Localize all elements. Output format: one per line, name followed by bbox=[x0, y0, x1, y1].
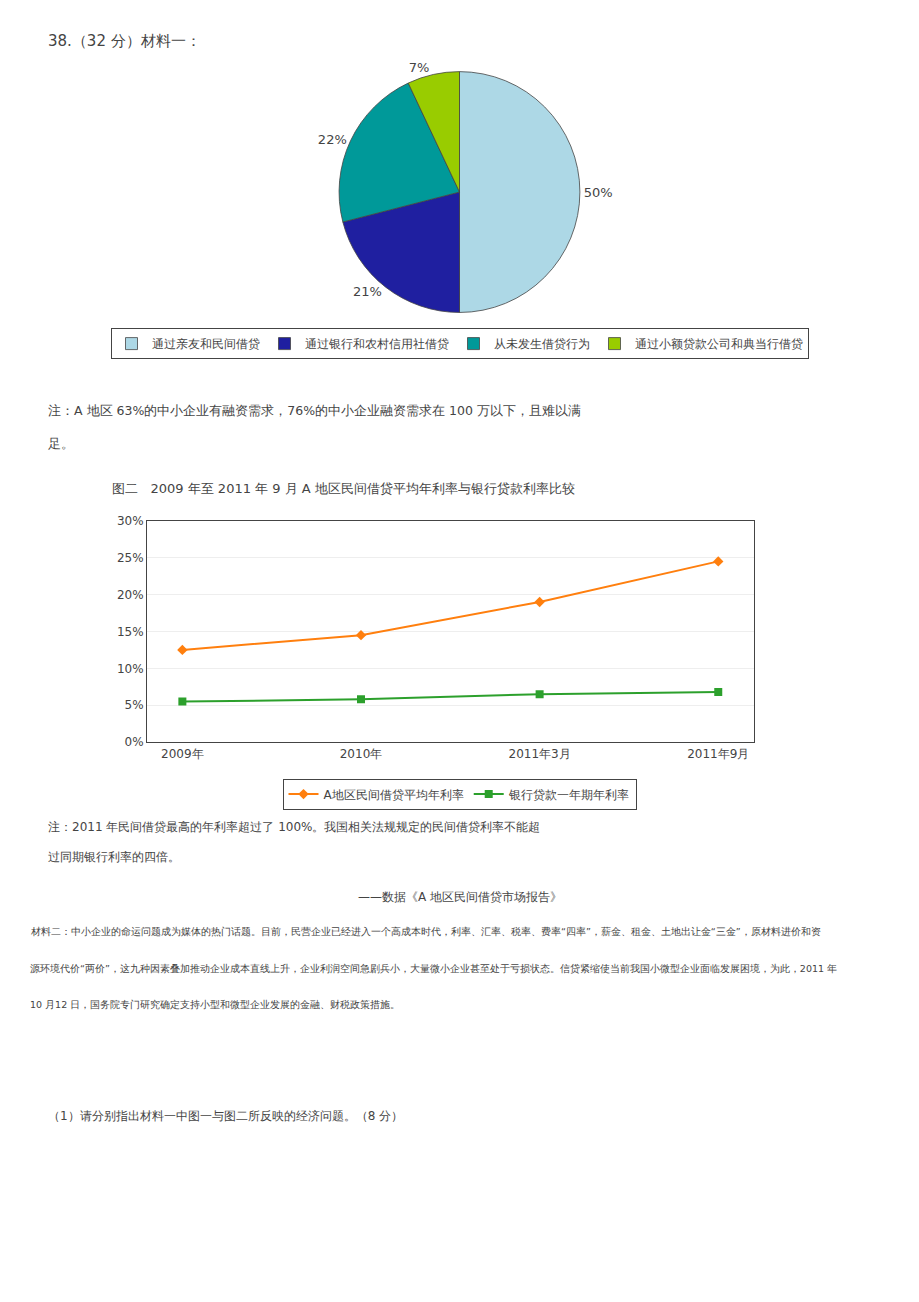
svg-text:通过银行和农村信用社借贷: 通过银行和农村信用社借贷 bbox=[305, 337, 449, 351]
svg-text:5%: 5% bbox=[125, 698, 144, 712]
svg-text:15%: 15% bbox=[117, 625, 144, 639]
svg-text:38.（32 分）材料一：: 38.（32 分）材料一： bbox=[48, 32, 201, 50]
svg-text:A地区民间借贷平均年利率: A地区民间借贷平均年利率 bbox=[324, 788, 464, 802]
svg-text:通过小额贷款公司和典当行借贷: 通过小额贷款公司和典当行借贷 bbox=[635, 337, 803, 351]
svg-text:材料二：中小企业的命运问题成为媒体的热门话题。目前，民营企业: 材料二：中小企业的命运问题成为媒体的热门话题。目前，民营企业已经进入一个高成本时… bbox=[30, 926, 821, 937]
svg-text:源环境代价“两价”，这九种因素叠加推动企业成本直线上升，企业: 源环境代价“两价”，这九种因素叠加推动企业成本直线上升，企业利润空间急剧兵小，大… bbox=[30, 963, 837, 974]
svg-text:（1）请分别指出材料一中图一与图二所反映的经济问题。（8 分: （1）请分别指出材料一中图一与图二所反映的经济问题。（8 分） bbox=[48, 1109, 403, 1123]
svg-text:30%: 30% bbox=[117, 514, 144, 528]
svg-text:2010年: 2010年 bbox=[340, 747, 383, 761]
svg-text:0%: 0% bbox=[125, 735, 144, 749]
svg-text:过同期银行利率的四倍。: 过同期银行利率的四倍。 bbox=[48, 850, 180, 864]
svg-text:通过亲友和民间借贷: 通过亲友和民间借贷 bbox=[152, 337, 260, 351]
svg-text:银行贷款一年期年利率: 银行贷款一年期年利率 bbox=[508, 788, 629, 802]
svg-text:22%: 22% bbox=[318, 132, 347, 147]
svg-text:2011年3月: 2011年3月 bbox=[509, 747, 571, 761]
svg-text:——数据《A 地区民间借贷市场报告》: ——数据《A 地区民间借贷市场报告》 bbox=[358, 890, 562, 904]
svg-text:21%: 21% bbox=[353, 284, 382, 299]
svg-text:2011年9月: 2011年9月 bbox=[687, 747, 749, 761]
svg-text:注：A 地区 63%的中小企业有融资需求，76%的中小企业融: 注：A 地区 63%的中小企业有融资需求，76%的中小企业融资需求在 100 万… bbox=[48, 403, 581, 418]
svg-text:10%: 10% bbox=[117, 662, 144, 676]
svg-text:10 月12 日，国务院专门研究确定支持小型和微型企业发展的: 10 月12 日，国务院专门研究确定支持小型和微型企业发展的金融、财税政策措施。 bbox=[30, 999, 400, 1010]
svg-text:从未发生借贷行为: 从未发生借贷行为 bbox=[494, 337, 590, 351]
svg-text:足。: 足。 bbox=[48, 436, 74, 451]
svg-text:50%: 50% bbox=[584, 185, 613, 200]
svg-text:7%: 7% bbox=[409, 60, 430, 75]
svg-text:2009年: 2009年 bbox=[161, 747, 204, 761]
svg-text:图二 2009 年至 2011 年 9 月 A 地区民间: 图二 2009 年至 2011 年 9 月 A 地区民间借贷平均年利率与银行贷款… bbox=[112, 481, 575, 496]
svg-text:20%: 20% bbox=[117, 588, 144, 602]
svg-text:25%: 25% bbox=[117, 551, 144, 565]
svg-text:注：2011 年民间借贷最高的年利率超过了 100%。我国相: 注：2011 年民间借贷最高的年利率超过了 100%。我国相关法规规定的民间借贷… bbox=[48, 820, 540, 834]
